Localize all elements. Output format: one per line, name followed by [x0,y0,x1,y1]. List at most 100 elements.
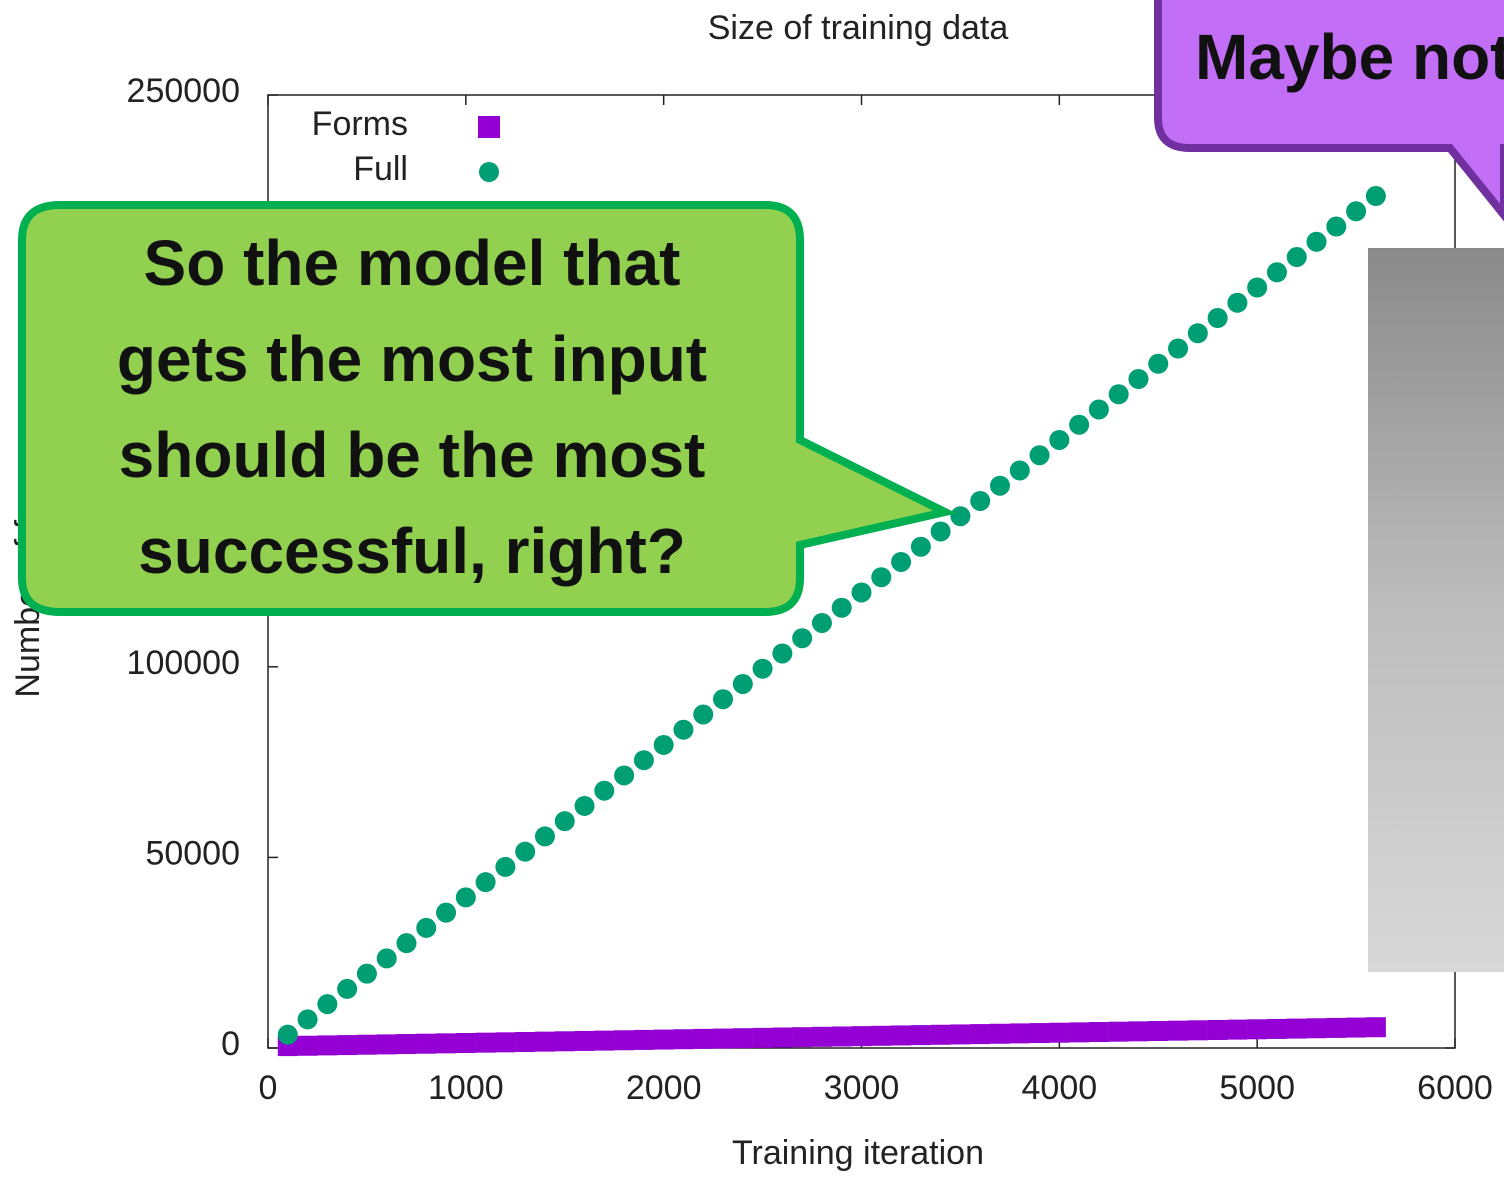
data-point [930,1024,951,1045]
x-tick-label: 6000 [1417,1069,1493,1107]
data-point [713,689,734,710]
data-point [1306,231,1327,252]
callout-line: successful, right? [138,515,686,587]
data-point [554,811,575,832]
data-point [455,1033,476,1054]
data-point [1326,1017,1347,1038]
data-point [396,933,417,954]
data-point [811,1026,832,1047]
x-tick-label: 5000 [1219,1069,1295,1107]
data-point [376,1034,397,1055]
data-point [277,1024,298,1045]
data-point [910,1025,931,1046]
data-point [1108,384,1129,405]
data-point [574,795,595,816]
data-point [297,1035,318,1056]
data-point [673,1029,694,1050]
chart-title: Size of training data [708,9,1009,47]
data-point [475,1032,496,1053]
data-point [1227,292,1248,313]
y-tick-label: 0 [221,1025,240,1063]
callout-line: Maybe not [1195,21,1504,93]
data-point [1009,1023,1030,1044]
y-tick-label: 100000 [127,644,240,682]
data-point [811,612,832,633]
data-point [594,1030,615,1051]
callout-line: So the model that [144,227,681,299]
data-point [455,887,476,908]
data-point [930,521,951,542]
data-point [713,1028,734,1049]
x-axis-label: Training iteration [732,1134,984,1172]
data-point [614,765,635,786]
data-point [554,1031,575,1052]
data-point [653,734,674,755]
data-point [436,902,457,923]
data-point [534,1031,555,1052]
data-point [1029,1023,1050,1044]
green-callout-text: So the model that gets the most input shou… [117,227,707,587]
data-point [317,994,338,1015]
data-point [356,963,377,984]
data-point [416,917,437,938]
data-point [475,872,496,893]
legend-swatch [479,162,499,182]
data-point [989,1023,1010,1044]
data-point [416,1033,437,1054]
data-point [772,1027,793,1048]
data-point [831,1026,852,1047]
data-point [1346,1017,1367,1038]
callout-line: should be the most [119,419,706,491]
data-point [732,673,753,694]
data-point [1326,216,1347,237]
data-point [1365,186,1386,207]
data-point [871,567,892,588]
data-point [337,1035,358,1056]
data-point [1306,1018,1327,1039]
data-point [1168,338,1189,359]
data-point [317,1035,338,1056]
data-point [1088,399,1109,420]
data-point [950,1024,971,1045]
data-point [633,750,654,771]
data-point [1148,1020,1169,1041]
data-point [594,780,615,801]
data-point [891,1025,912,1046]
data-point [851,582,872,603]
data-point [1128,1021,1149,1042]
data-point [1069,1022,1090,1043]
data-point [970,1024,991,1045]
y-tick-label: 250000 [127,72,240,110]
data-point [1049,1022,1070,1043]
data-point [871,1025,892,1046]
data-point [910,536,931,557]
data-point [831,597,852,618]
data-point [752,1027,773,1048]
data-point [851,1026,872,1047]
data-point [633,1029,654,1050]
data-point [1049,429,1070,450]
x-tick-label: 2000 [626,1069,702,1107]
data-point [1187,323,1208,344]
data-point [1247,277,1268,298]
data-point [534,826,555,847]
legend-swatch [478,116,500,138]
data-point [1266,1018,1287,1039]
x-tick-label: 1000 [428,1069,504,1107]
data-point [297,1009,318,1030]
x-tick-label: 3000 [824,1069,900,1107]
data-point [1286,1018,1307,1039]
data-point [1266,262,1287,283]
data-point [693,1028,714,1049]
x-tick-label: 0 [259,1069,278,1107]
data-point [515,841,536,862]
data-point [495,1032,516,1053]
photo [1368,248,1504,972]
x-tick-label: 4000 [1022,1069,1098,1107]
data-point [673,719,694,740]
data-point [1148,353,1169,374]
legend-label: Full [353,150,408,188]
data-point [1029,445,1050,466]
data-point [1128,368,1149,389]
data-point [1286,247,1307,268]
